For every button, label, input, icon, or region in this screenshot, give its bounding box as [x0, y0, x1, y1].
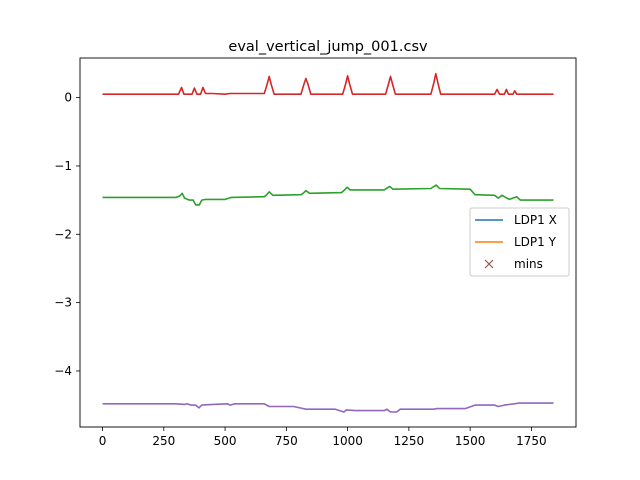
x-tick-label: 250 [152, 434, 175, 448]
y-tick-label: −2 [54, 227, 72, 241]
legend-box [469, 207, 570, 277]
x-tick-label: 1500 [455, 434, 486, 448]
series-layer [102, 72, 554, 413]
series-line-2 [102, 184, 554, 206]
legend-swatch-3 [484, 259, 494, 269]
legend-label-3: mins [514, 257, 543, 271]
x-axis: 0 250 500 750 1000 1250 1500 1750 [99, 427, 547, 448]
legend: LDP1 X LDP1 Y mins [469, 207, 570, 277]
series-line-1 [102, 72, 554, 95]
y-tick-label: −3 [54, 296, 72, 310]
series-line-3 [102, 402, 554, 413]
x-tick-label: 500 [214, 434, 237, 448]
legend-label-2: LDP1 Y [514, 235, 557, 249]
x-tick-label: 750 [275, 434, 298, 448]
chart-title: eval_vertical_jump_001.csv [228, 39, 428, 55]
x-tick-label: 1000 [332, 434, 363, 448]
x-tick-label: 1750 [516, 434, 547, 448]
y-tick-label: −4 [54, 364, 72, 378]
x-tick-label: 1250 [394, 434, 425, 448]
legend-label-1: LDP1 X [514, 213, 557, 227]
y-axis: 0 −1 −2 −3 −4 [54, 91, 80, 378]
y-tick-label: −1 [54, 159, 72, 173]
plot-frame [79, 57, 577, 428]
y-tick-label: 0 [64, 91, 72, 105]
x-tick-label: 0 [99, 434, 107, 448]
